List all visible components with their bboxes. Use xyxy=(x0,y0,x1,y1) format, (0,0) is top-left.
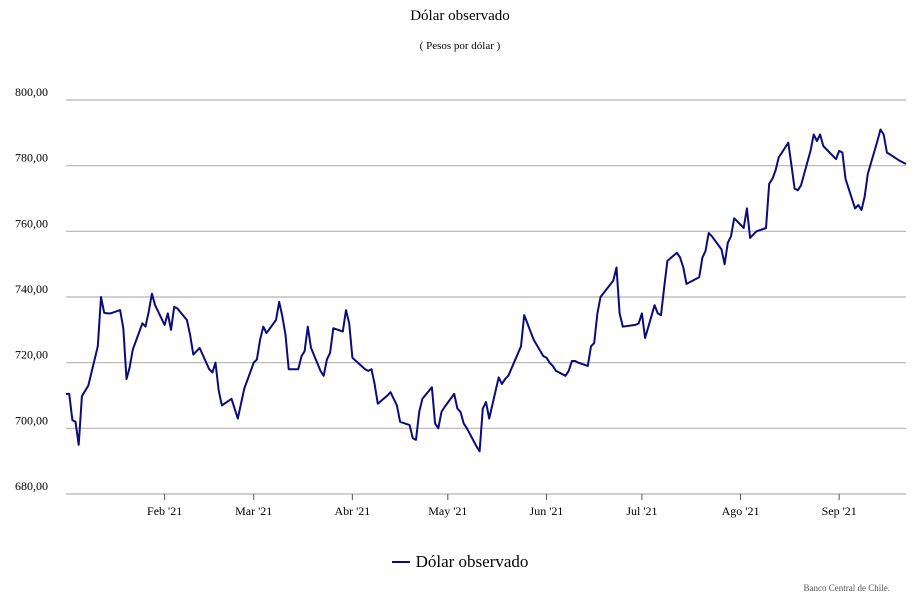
x-tick-label: Jul '21 xyxy=(626,504,657,518)
x-tick-label: Abr '21 xyxy=(334,504,370,518)
y-tick-label: 740,00 xyxy=(15,282,48,296)
y-tick-label: 800,00 xyxy=(15,85,48,99)
y-tick-label: 720,00 xyxy=(15,348,48,362)
y-tick-label: 680,00 xyxy=(15,479,48,493)
x-tick-label: Sep '21 xyxy=(822,504,857,518)
legend-label: Dólar observado xyxy=(415,552,529,571)
x-axis: Feb '21 Mar '21 Abr '21 May '21 Jun '21 Jul '… xyxy=(147,494,857,518)
x-tick-label: Ago '21 xyxy=(722,504,760,518)
x-tick-label: Jun '21 xyxy=(530,504,564,518)
y-axis: 680,00 700,00 720,00 740,00 760,00 780,00 800,… xyxy=(15,85,48,493)
x-tick-label: Feb '21 xyxy=(147,504,182,518)
y-tick-label: 780,00 xyxy=(15,151,48,165)
chart-grid xyxy=(66,99,906,495)
y-tick-label: 760,00 xyxy=(15,216,48,230)
series-line xyxy=(66,128,907,453)
chart-subtitle: ( Pesos por dólar ) xyxy=(419,40,501,52)
legend[interactable]: Dólar observado xyxy=(0,552,920,572)
x-tick-label: May '21 xyxy=(428,504,467,518)
y-tick-label: 700,00 xyxy=(15,413,48,427)
source-note: Banco Central de Chile. xyxy=(803,583,890,593)
legend-swatch xyxy=(391,561,410,564)
series-layer xyxy=(66,128,907,453)
x-tick-label: Mar '21 xyxy=(235,504,272,518)
chart-title: Dólar observado xyxy=(410,8,510,24)
